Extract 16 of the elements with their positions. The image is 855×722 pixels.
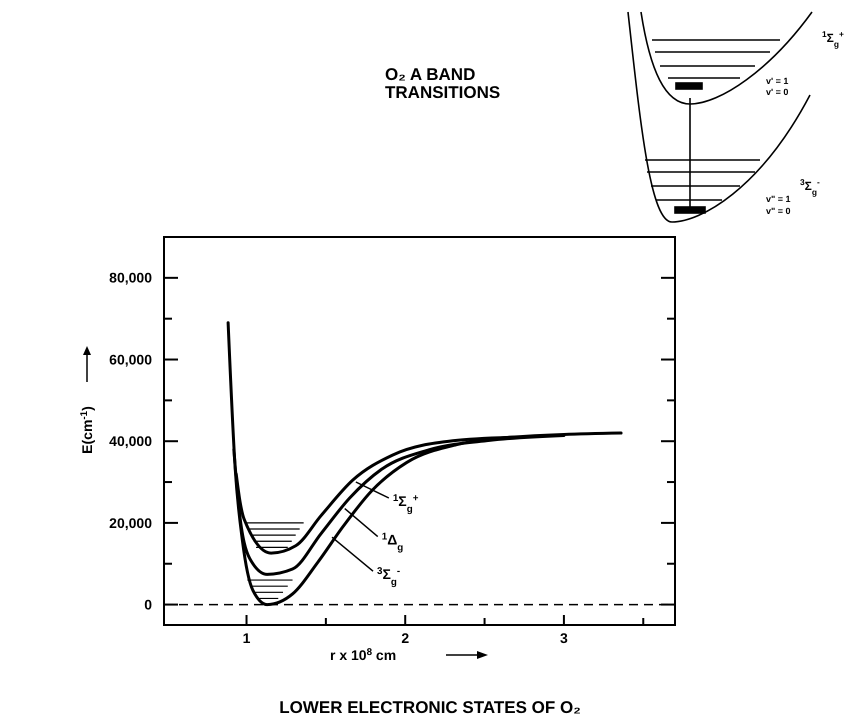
y-tick-label: 40,000 [109,433,152,450]
x-axis-title: r x 10$^{8}$ cm [330,646,396,663]
y-tick-label: 20,000 [109,514,152,531]
text: v" = 0 [766,206,791,216]
text: v" = 1 [766,194,791,204]
text: v' = 1 [766,76,788,86]
x-tick-label: 3 [560,630,568,646]
y-tick-label: 80,000 [109,270,152,286]
annotation: $^{1}$Δ$_{g}$ [382,531,404,554]
text: LOWER ELECTRONIC STATES OF O₂ [279,698,581,717]
x-tick-label: 2 [401,630,410,646]
y-tick-label: 0 [144,596,152,612]
text: O₂ A BAND TRANSITIONS [385,65,500,102]
y-tick-label: 60,000 [109,351,152,368]
x-tick-label: 1 [242,630,251,646]
text: v' = 0 [766,87,788,97]
